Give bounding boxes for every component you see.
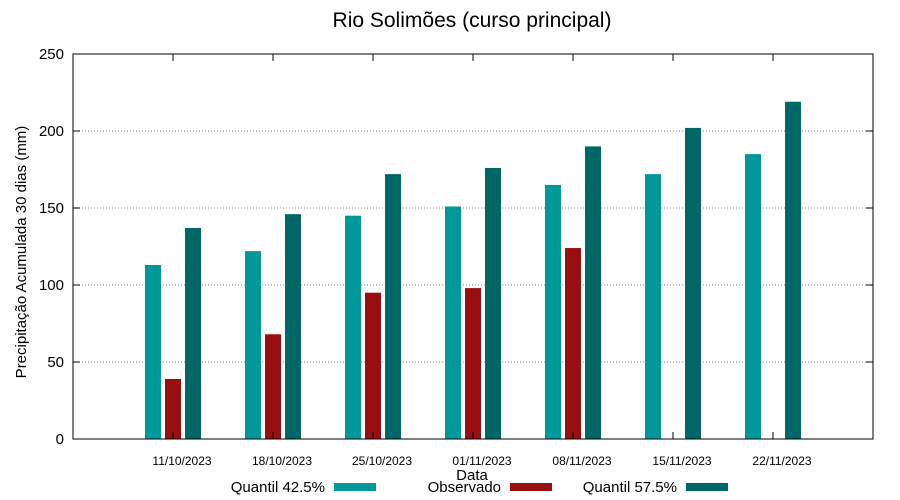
bar-quantil-42-5--2 (345, 215, 361, 439)
bars (145, 101, 801, 440)
y-tick-label: 150 (39, 200, 64, 217)
legend: Quantil 42.5% Observado Quantil 57.5% (231, 479, 728, 496)
bar-quantil-57-5--3 (485, 167, 501, 439)
legend-swatch (686, 483, 728, 491)
y-tick-label: 0 (56, 431, 64, 448)
x-tick-label: 25/10/2023 (352, 454, 412, 468)
bar-quantil-57-5--2 (385, 174, 401, 439)
bar-quantil-42-5--4 (545, 184, 561, 439)
chart-title: Rio Solimões (curso principal) (333, 9, 612, 32)
bar-observado-2 (365, 292, 381, 439)
legend-swatch (334, 483, 376, 491)
x-tick-label: 15/11/2023 (652, 454, 711, 468)
bar-quantil-57-5--0 (185, 228, 201, 439)
y-axis: 0 50 100 150 200 250 (39, 46, 873, 448)
bar-observado-1 (265, 334, 281, 439)
y-tick-label: 200 (39, 123, 64, 140)
legend-swatch (510, 483, 552, 491)
x-tick-label: 01/11/2023 (452, 454, 511, 468)
x-tick-label: 22/11/2023 (752, 454, 811, 468)
bar-quantil-57-5--6 (785, 101, 801, 440)
x-axis-label: Data (456, 467, 488, 484)
bar-observado-3 (465, 288, 481, 439)
y-tick-label: 50 (47, 354, 64, 371)
x-axis: 11/10/2023 18/10/2023 25/10/2023 01/11/2023… (152, 54, 812, 468)
bar-quantil-57-5--5 (685, 127, 701, 440)
bar-quantil-42-5--0 (145, 264, 161, 439)
bar-quantil-42-5--1 (245, 251, 261, 439)
bar-observado-4 (565, 248, 581, 439)
bar-quantil-57-5--1 (285, 214, 301, 439)
y-tick-label: 100 (39, 277, 64, 294)
bar-quantil-42-5--5 (645, 174, 661, 439)
x-tick-label: 08/11/2023 (552, 454, 611, 468)
legend-label: Observado (428, 479, 501, 496)
legend-label: Quantil 42.5% (231, 479, 325, 496)
y-tick-label: 250 (39, 46, 64, 63)
bar-quantil-42-5--3 (445, 206, 461, 439)
bar-observado-0 (165, 378, 181, 439)
x-tick-label: 18/10/2023 (252, 454, 312, 468)
bar-quantil-42-5--6 (745, 154, 761, 439)
legend-label: Quantil 57.5% (583, 479, 677, 496)
x-tick-label: 11/10/2023 (152, 454, 211, 468)
bar-quantil-57-5--4 (585, 146, 601, 439)
y-axis-label: Precipitação Acumulada 30 dias (mm) (13, 126, 30, 379)
